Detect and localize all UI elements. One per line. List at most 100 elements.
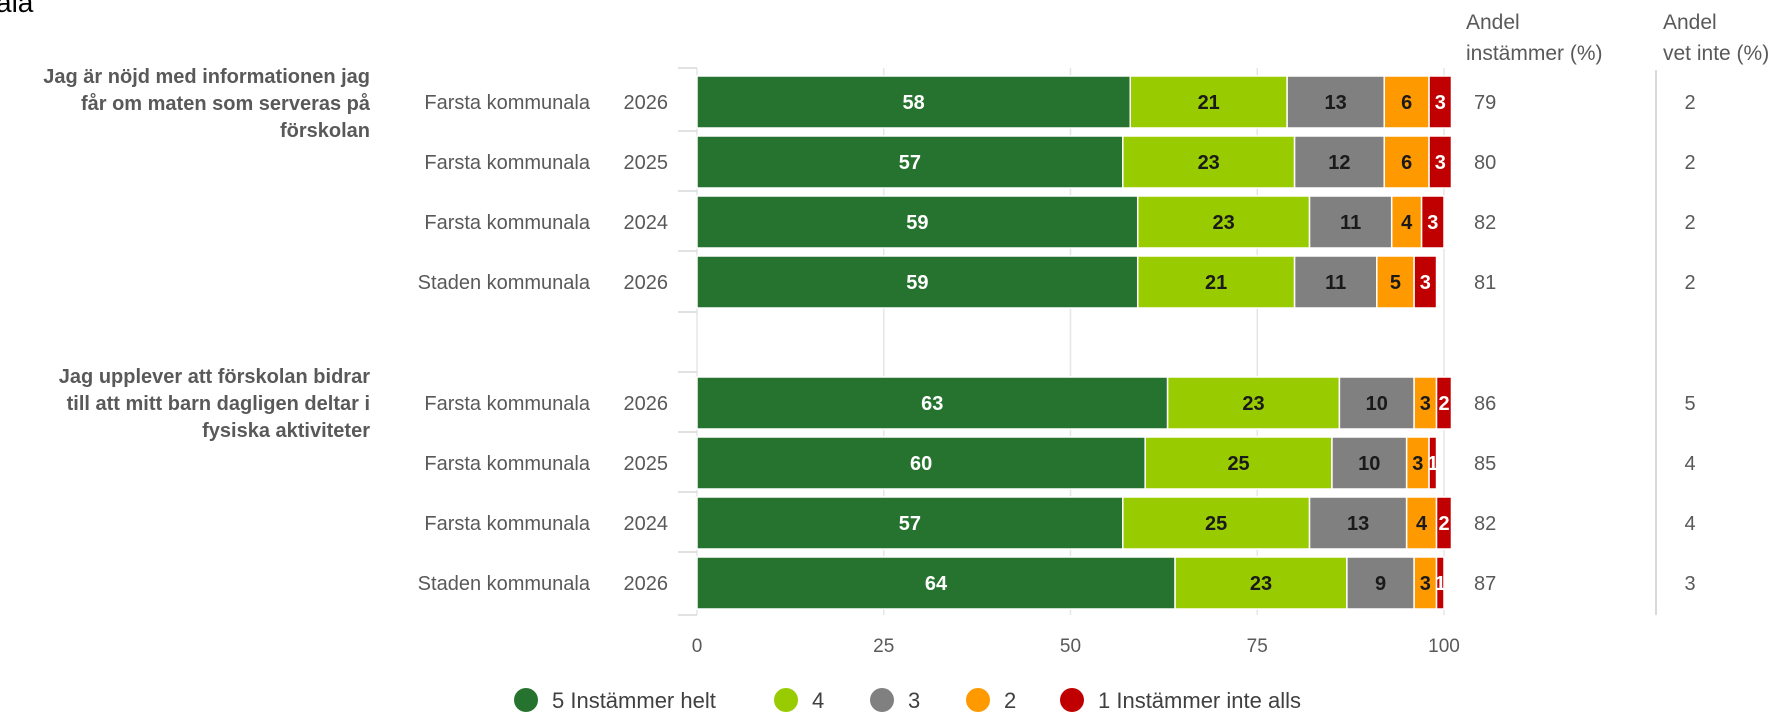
bar-segment-1 [1413,255,1438,309]
bar-value-label: 57 [899,152,921,174]
bar-segment-5 [696,135,1124,189]
bar-value-label: 3 [1435,92,1446,114]
agree-share-value: 87 [1474,573,1496,595]
row-unit-label: Farsta kommunala [424,212,590,234]
dontknow-share-value: 4 [1684,513,1695,535]
x-axis: 0 25 50 75 100 [692,636,1460,657]
bar-value-label: 23 [1198,152,1220,174]
bar-segment-3 [1293,255,1378,309]
dontknow-share-value: 4 [1684,453,1695,475]
bar-value-label: 58 [903,92,925,114]
bar-value-label: 3 [1420,573,1431,595]
legend-label: 1 Instämmer inte alls [1098,688,1301,713]
legend-swatch-4 [774,688,798,712]
dontknow-share-value: 3 [1684,573,1695,595]
bar-segment-3 [1286,75,1385,129]
row-unit-label: Farsta kommunala [424,92,590,114]
bar-value-label: 1 [1435,573,1446,595]
agree-share-value: 85 [1474,453,1496,475]
bar-segment-3 [1346,556,1415,610]
bar-segment-5 [696,376,1169,430]
row-labels: Jag är nöjd med informationen jag får om … [43,66,668,595]
bar-segment-4 [1136,195,1311,249]
legend-label: 5 Instämmer helt [552,688,716,713]
legend-label: 4 [812,688,824,713]
row-unit-label: Staden kommunala [418,272,591,294]
x-tick-label: 0 [692,636,703,657]
row-year-label: 2025 [624,152,669,174]
bars: 58 21 13 6 357 23 12 6 359 23 11 4 359 21 11 5 363 23 10 3 2… [696,75,1453,610]
bar-segment-1 [1435,376,1453,430]
bar-segment-1 [1428,135,1453,189]
bar-value-label: 64 [925,573,948,595]
bar-segment-1 [1428,75,1453,129]
bar-segment-1 [1428,436,1438,490]
row-year-label: 2026 [624,573,669,595]
agree-header-line2: instämmer (%) [1466,42,1603,65]
row-unit-label: Farsta kommunala [424,152,590,174]
agree-share-value: 86 [1474,393,1496,415]
bar-value-label: 3 [1412,453,1423,475]
bar-segment-1 [1435,496,1453,550]
bar-segment-4 [1122,135,1296,189]
bar-value-label: 2 [1438,513,1449,535]
bar-segment-1 [1420,195,1445,249]
row-year-label: 2026 [624,393,669,415]
bar-value-label: 5 [1390,272,1401,294]
question-text: fysiska aktiviteter [202,420,370,442]
x-tick-label: 50 [1060,636,1081,657]
bar-segment-5 [696,436,1146,490]
bar-segment-4 [1122,496,1311,550]
bar-value-label: 1 [1427,453,1438,475]
bar-value-label: 23 [1242,393,1264,415]
bar-segment-5 [696,556,1176,610]
bar-value-label: 21 [1198,92,1220,114]
bar-value-label: 59 [906,272,928,294]
bar-value-label: 3 [1420,272,1431,294]
row-unit-label: Farsta kommunala [424,393,590,415]
question-text: till att mitt barn dagligen deltar i [67,393,370,415]
row-year-label: 2026 [624,272,669,294]
question-text: får om maten som serveras på [81,92,371,115]
bar-value-label: 6 [1401,152,1412,174]
row-year-label: 2024 [624,212,669,234]
bar-value-label: 59 [906,212,928,234]
bar-value-label: 6 [1401,92,1412,114]
row-unit-label: Farsta kommunala [424,513,590,535]
bar-value-label: 3 [1435,152,1446,174]
agree-share-value: 81 [1474,272,1496,294]
question-text: Jag är nöjd med informationen jag [43,66,370,88]
legend-swatch-5 [514,688,538,712]
bar-value-label: 12 [1328,152,1350,174]
bar-value-label: 4 [1401,212,1413,234]
row-unit-label: Staden kommunala [418,573,591,595]
dontknow-share-value: 2 [1684,152,1695,174]
bar-value-label: 3 [1427,212,1438,234]
x-tick-label: 100 [1428,636,1460,657]
legend-swatch-2 [966,688,990,712]
dontknow-share-value: 2 [1684,272,1695,294]
bar-segment-4 [1166,376,1341,430]
bar-segment-2 [1383,135,1430,189]
bar-segment-4 [1129,75,1288,129]
bar-segment-5 [696,255,1139,309]
dontknow-header-line2: vet inte (%) [1663,42,1769,65]
legend-swatch-3 [870,688,894,712]
dontknow-share-value: 5 [1684,393,1695,415]
bar-segment-4 [1136,255,1296,309]
legend-label: 2 [1004,688,1016,713]
bar-segment-4 [1144,436,1333,490]
legend: 5 Instämmer helt 4 3 2 1 Instämmer inte alls [514,688,1301,713]
legend-label: 3 [908,688,920,713]
bar-value-label: 13 [1325,92,1347,114]
bar-segment-3 [1293,135,1385,189]
bar-value-label: 2 [1438,393,1449,415]
x-tick-label: 25 [873,636,894,657]
row-unit-label: Farsta kommunala [424,453,590,475]
bar-segment-4 [1174,556,1348,610]
dontknow-share-value: 2 [1684,212,1695,234]
x-tick-label: 75 [1247,636,1268,657]
agree-share-value: 82 [1474,513,1496,535]
bar-value-label: 23 [1213,212,1235,234]
